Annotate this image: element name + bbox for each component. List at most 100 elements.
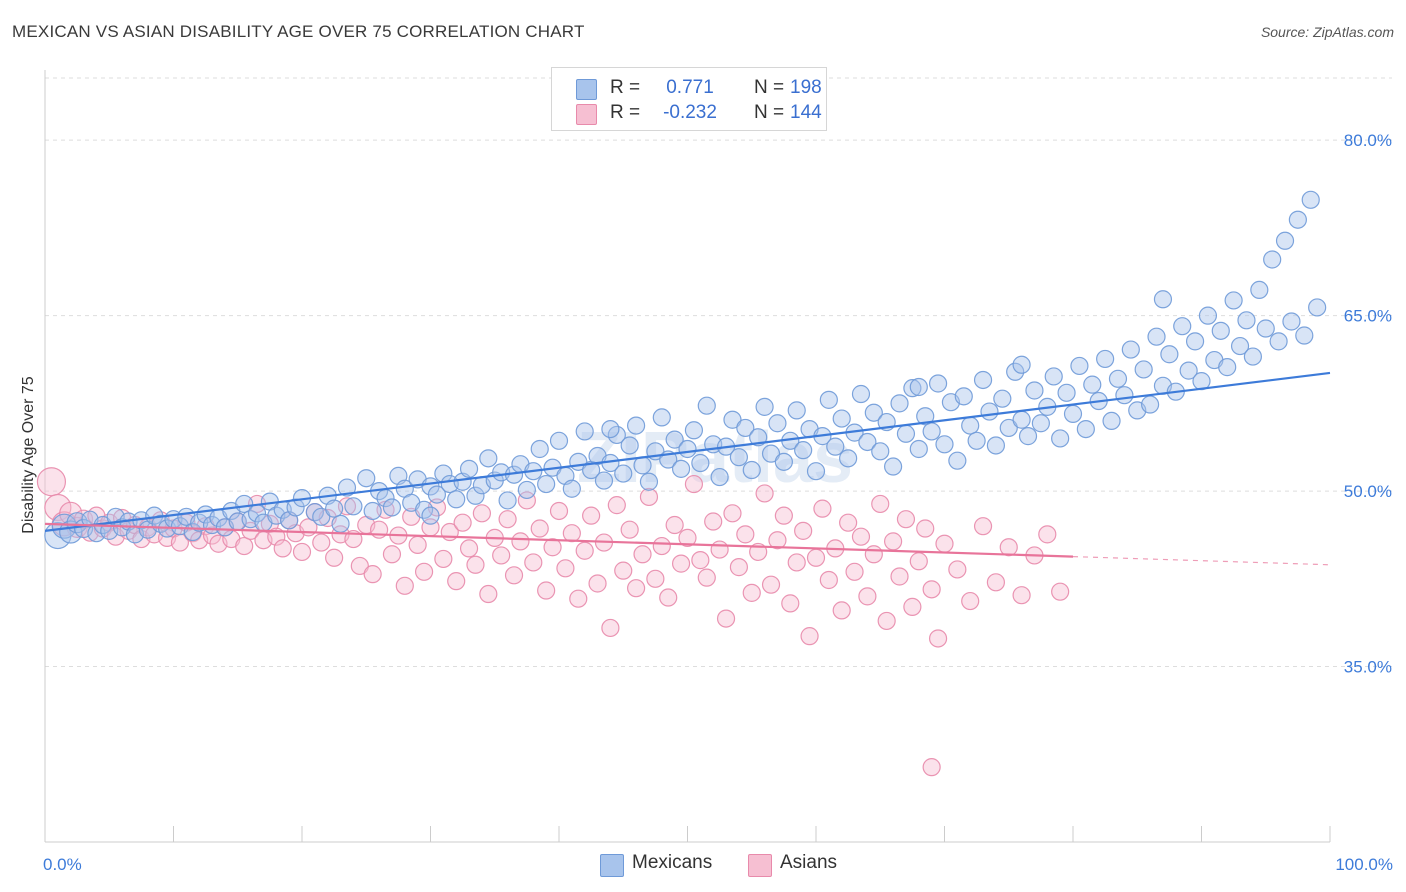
asian-point	[459, 539, 479, 558]
asian-point	[524, 553, 543, 572]
mexican-point	[1275, 231, 1295, 250]
mexican-point	[1006, 362, 1025, 381]
mexican-point	[768, 414, 787, 433]
asian-point	[414, 562, 434, 581]
asian-point	[543, 538, 562, 557]
mexican-point	[614, 464, 633, 483]
mexican-point	[1025, 381, 1044, 400]
asian-point	[961, 591, 980, 611]
y-axis-label: Disability Age Over 75	[20, 376, 37, 534]
mexican-point	[1051, 429, 1070, 448]
asian-point	[659, 588, 678, 607]
asian-point	[549, 501, 569, 521]
mexican-point	[928, 374, 948, 393]
mexican-point	[1147, 327, 1166, 346]
mexican-point	[954, 387, 973, 406]
asian-point	[1012, 586, 1031, 605]
asian-point	[723, 504, 742, 523]
mexican-point	[652, 408, 671, 427]
mexicans-trend-line	[44, 371, 1331, 532]
mexican-point	[774, 452, 793, 471]
asian-point	[517, 491, 536, 510]
y-tick-label: 80.0%	[1344, 131, 1392, 150]
r-value: 0.771	[666, 77, 714, 98]
mexican-point	[1282, 312, 1301, 331]
mexican-point	[1308, 298, 1327, 317]
asian-point	[479, 584, 498, 604]
asian-point	[235, 536, 254, 556]
mexican-point	[1256, 319, 1275, 338]
asian-point	[408, 535, 427, 554]
mexican-point	[1237, 311, 1256, 330]
asian-point	[582, 506, 601, 525]
mexican-point	[755, 397, 774, 416]
asian-point	[36, 467, 67, 497]
asian-point	[916, 519, 935, 538]
mexican-point	[890, 394, 909, 413]
mexican-point	[357, 469, 376, 488]
r-label: R =	[610, 77, 641, 98]
asian-point	[537, 581, 556, 600]
asian-point	[999, 538, 1018, 557]
asian-point	[639, 487, 659, 507]
asian-point	[813, 499, 832, 518]
asian-point	[312, 533, 331, 552]
mexican-point	[459, 459, 479, 478]
mexican-point	[626, 416, 646, 435]
mexican-point	[1044, 367, 1063, 386]
mexican-point	[729, 448, 749, 467]
asian-point	[363, 565, 382, 584]
mexican-point	[312, 507, 331, 526]
mexican-point	[1083, 375, 1102, 394]
asian-point	[858, 587, 877, 606]
asian-point	[633, 545, 652, 564]
mexican-point	[697, 396, 716, 415]
axes	[44, 70, 1331, 843]
mexican-point	[819, 390, 838, 409]
mexican-point	[948, 451, 967, 470]
asian-point	[845, 562, 864, 581]
asian-point	[871, 494, 890, 514]
mexican-point	[980, 402, 999, 421]
mexican-point	[1057, 383, 1076, 402]
mexican-point	[839, 449, 858, 468]
mexican-point	[967, 431, 986, 450]
mexican-point	[916, 407, 935, 426]
mexican-point	[691, 453, 710, 473]
asian-point	[716, 609, 736, 628]
asian-point	[395, 576, 414, 595]
y-tick-label: 65.0%	[1344, 307, 1392, 326]
mexican-point	[1108, 369, 1128, 388]
asian-point	[794, 521, 813, 540]
asian-point	[800, 627, 819, 646]
asian-point	[1051, 582, 1070, 601]
mexicans-swatch	[600, 854, 624, 877]
asian-point	[922, 758, 941, 777]
r-label: R =	[610, 102, 641, 123]
mexican-point	[1179, 361, 1198, 380]
asian-point	[626, 579, 646, 598]
mexican-point	[1243, 347, 1263, 366]
mexican-point	[1134, 360, 1153, 379]
mexican-point	[986, 436, 1006, 455]
asian-point	[761, 575, 781, 594]
asian-point	[896, 510, 916, 529]
asian-point	[883, 532, 903, 551]
asian-point	[447, 572, 466, 591]
asian-point	[729, 558, 749, 577]
mexican-point	[1140, 395, 1160, 414]
asian-point	[986, 573, 1006, 592]
mexican-point	[749, 428, 768, 447]
mexican-point	[896, 424, 916, 443]
mexican-point	[633, 456, 652, 475]
mexican-point	[594, 471, 614, 490]
tick-labels: 35.0% 50.0% 65.0% 80.0% 0.0% 100.0%	[43, 131, 1393, 874]
mexican-point	[1211, 321, 1230, 340]
mexican-point	[1012, 355, 1031, 374]
asian-point	[614, 561, 633, 580]
mexican-point	[1185, 332, 1205, 351]
mexican-point	[961, 416, 980, 435]
asian-point	[569, 589, 588, 608]
asian-point	[620, 520, 639, 539]
y-tick-label: 50.0%	[1344, 482, 1392, 501]
